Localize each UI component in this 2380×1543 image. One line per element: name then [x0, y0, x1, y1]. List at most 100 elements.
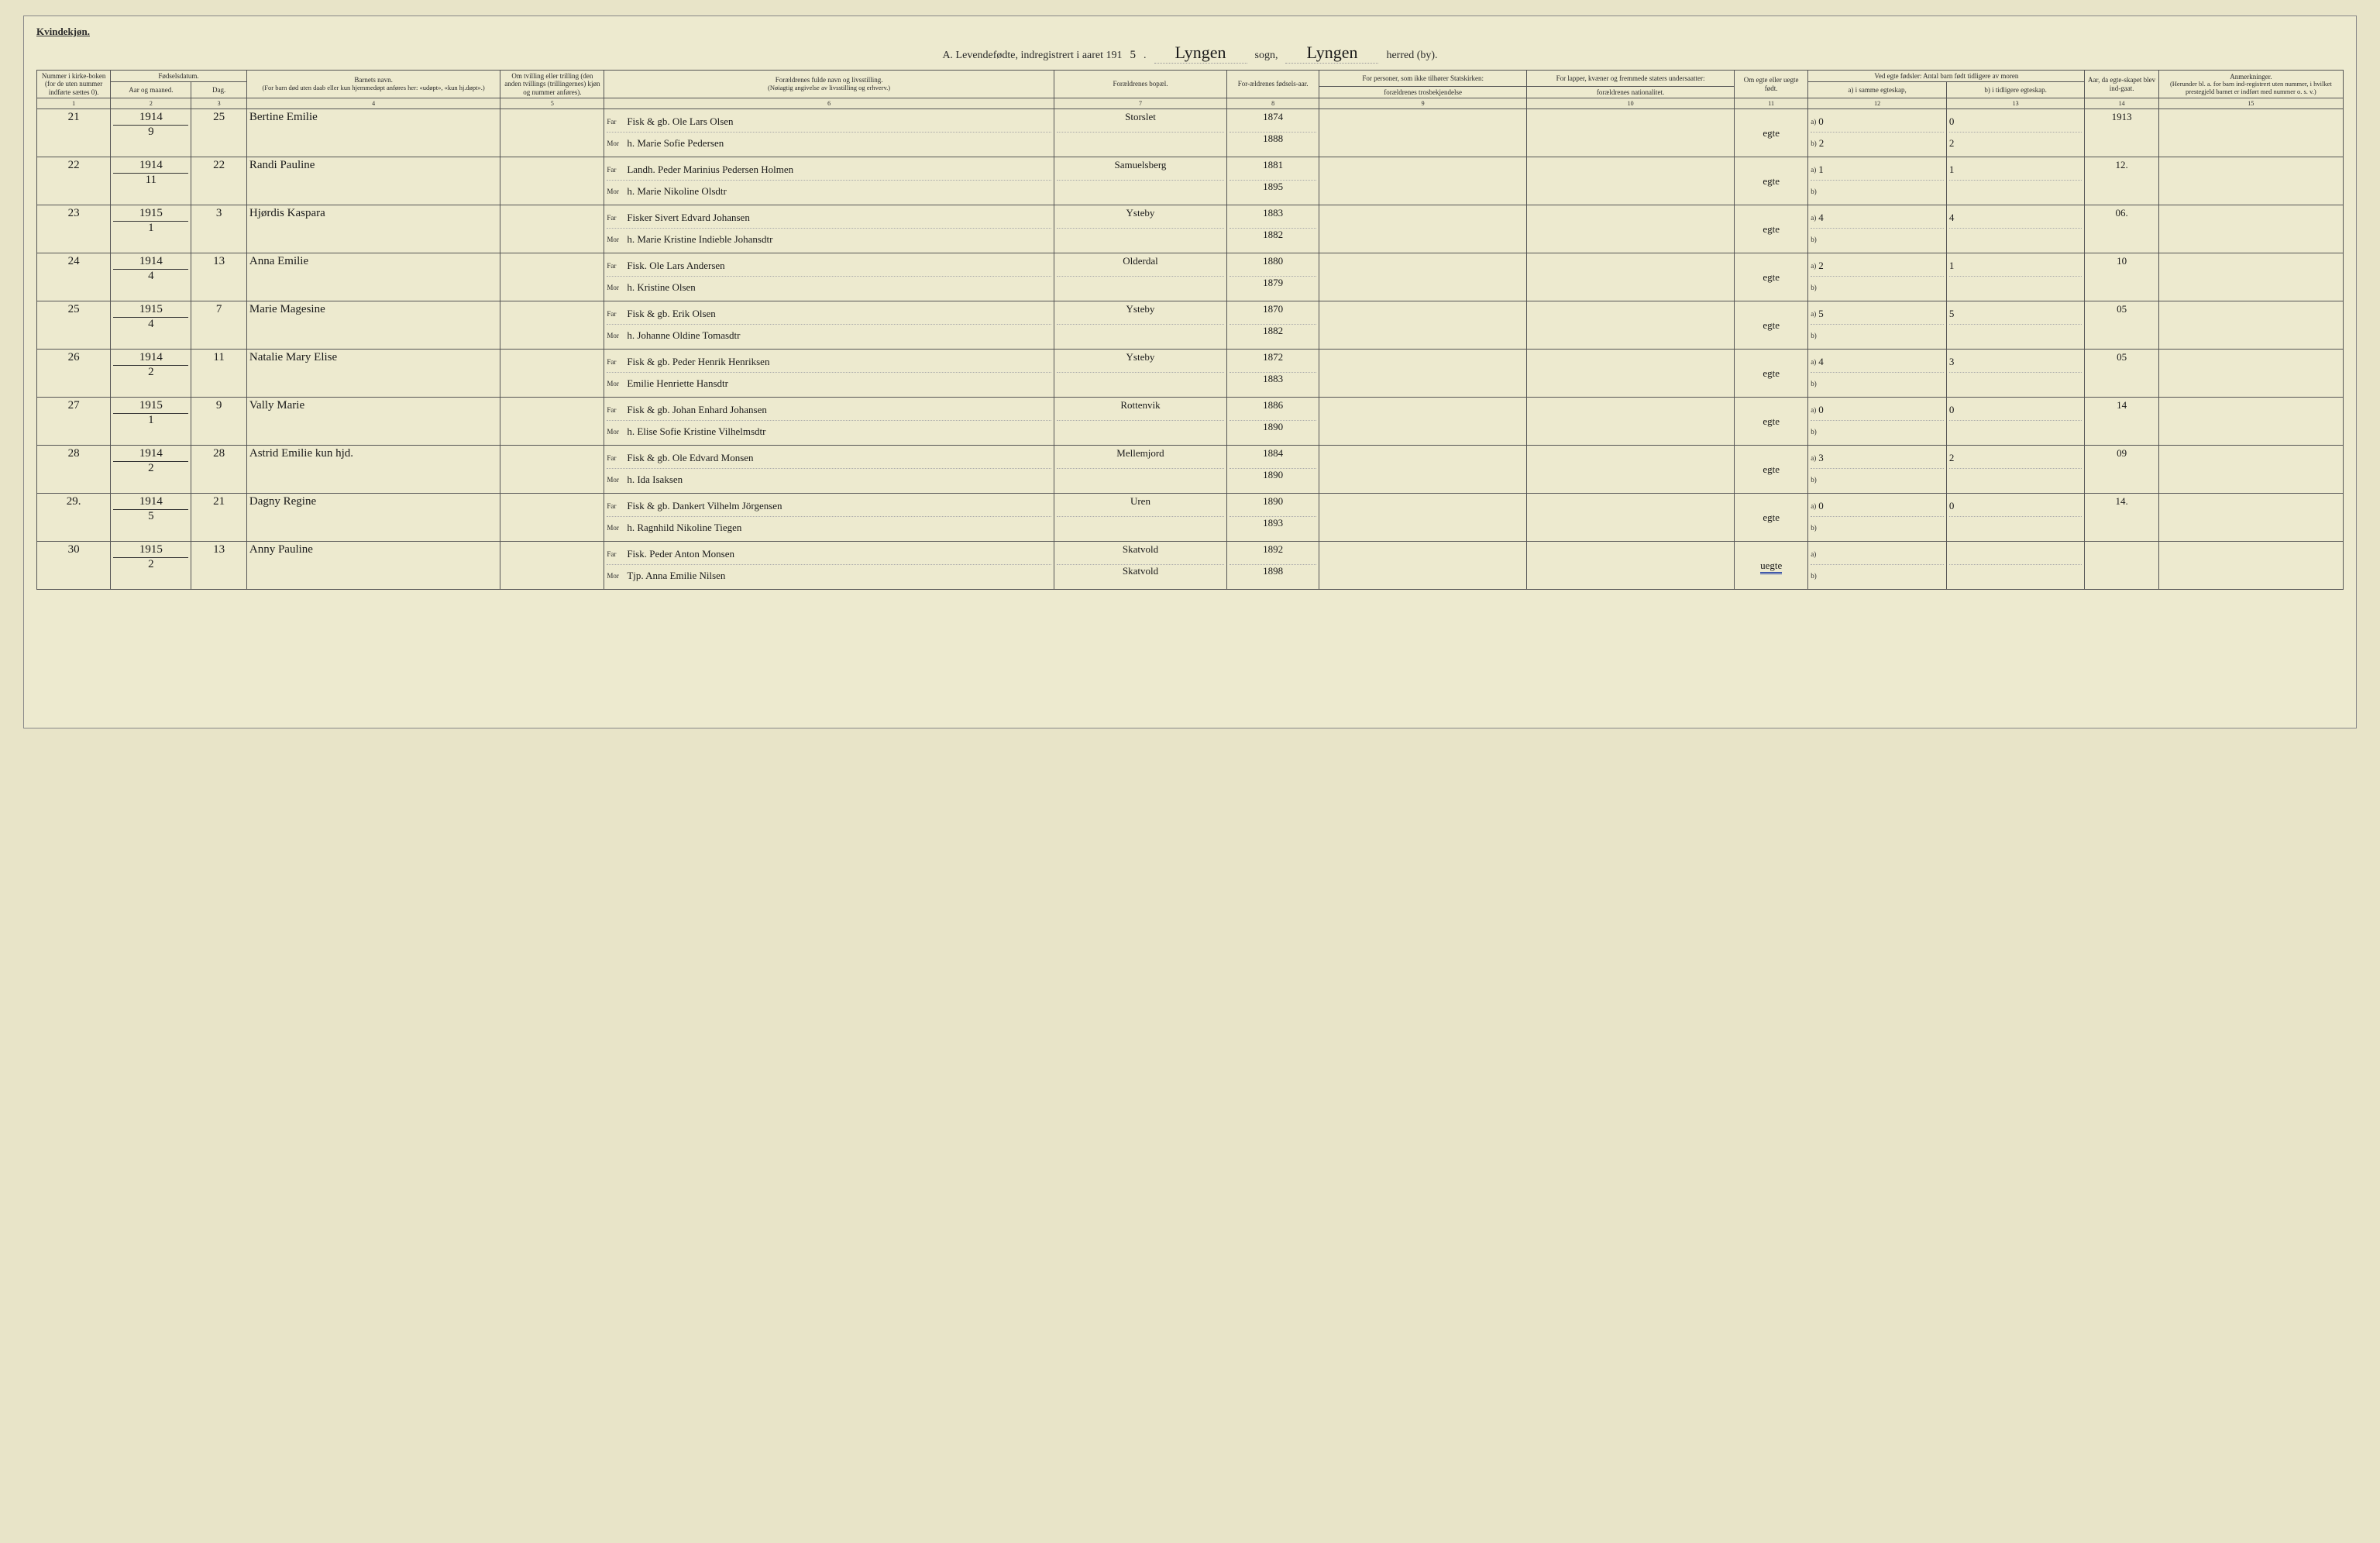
residence-far: Ysteby: [1057, 351, 1224, 373]
a-same: 2: [1818, 260, 1824, 272]
a-lev: 0: [1949, 500, 1955, 512]
mor-label: Mor: [607, 139, 624, 147]
b-label: b): [1811, 428, 1817, 436]
birth-day: 28: [191, 446, 246, 494]
twin-cell: [500, 253, 604, 301]
residence-cell: Mellemjord: [1054, 446, 1226, 494]
a-same: 4: [1818, 212, 1824, 224]
father-year: 1886: [1230, 399, 1316, 421]
mother-text: h. Johanne Oldine Tomasdtr: [627, 329, 740, 342]
mother-text: Emilie Henriette Hansdtr: [627, 377, 728, 390]
father-year: 1880: [1230, 255, 1316, 277]
father-year: 1890: [1230, 495, 1316, 517]
anm-cell: [2158, 350, 2343, 398]
child-name: Vally Marie: [246, 398, 500, 446]
a-lev: 5: [1949, 308, 1955, 320]
col-nationalitet: forældrenes nationalitet.: [1527, 86, 1735, 98]
parents-cell: FarFisk & gb. Ole Lars Olsen Morh. Marie…: [604, 109, 1054, 157]
birth-year-month: 1914 11: [111, 157, 191, 205]
parent-years: 1884 1890: [1227, 446, 1319, 494]
a-same: 0: [1818, 404, 1824, 416]
egte-value: egte: [1763, 127, 1780, 139]
mother-year: 1882: [1230, 325, 1316, 346]
residence-cell: Ysteby: [1054, 350, 1226, 398]
mother-year: 1879: [1230, 277, 1316, 298]
mother-year: 1883: [1230, 373, 1316, 394]
birth-day: 13: [191, 253, 246, 301]
a-cell: a)1 b): [1808, 157, 1947, 205]
child-name: Bertine Emilie: [246, 109, 500, 157]
trosbek-cell: [1319, 157, 1527, 205]
a-cell: a) b): [1808, 542, 1947, 590]
a-same: 0: [1818, 115, 1824, 128]
mor-label: Mor: [607, 236, 624, 243]
twin-cell: [500, 542, 604, 590]
twin-cell: [500, 205, 604, 253]
residence-cell: Skatvold Skatvold: [1054, 542, 1226, 590]
a-same: 5: [1818, 308, 1824, 320]
father-year: 1874: [1230, 111, 1316, 133]
father-text: Fisk. Ole Lars Andersen: [627, 260, 724, 272]
residence-mor: Skatvold: [1057, 565, 1224, 587]
mother-year: 1890: [1230, 469, 1316, 491]
residence-cell: Ysteby: [1054, 301, 1226, 350]
child-name: Dagny Regine: [246, 494, 500, 542]
father-year: 1870: [1230, 303, 1316, 325]
col-lapper: For lapper, kvæner og fremmede staters u…: [1527, 71, 1735, 87]
colnum: 15: [2158, 98, 2343, 109]
egte-cell: uegte: [1735, 542, 1808, 590]
b-label: b): [1811, 524, 1817, 532]
register-row: 26 1914 2 11 Natalie Mary Elise FarFisk …: [37, 350, 2344, 398]
nationalitet-cell: [1527, 542, 1735, 590]
sogn-value: Lyngen: [1154, 43, 1247, 64]
parent-years: 1881 1895: [1227, 157, 1319, 205]
mother-text: Tjp. Anna Emilie Nilsen: [627, 570, 725, 582]
egte-cell: egte: [1735, 109, 1808, 157]
a-cell: a)5 b): [1808, 301, 1947, 350]
a-cell: a)4 b): [1808, 350, 1947, 398]
birth-day: 13: [191, 542, 246, 590]
colnum: 13: [1946, 98, 2085, 109]
father-year: 1892: [1230, 543, 1316, 565]
gender-label: Kvindekjøn.: [36, 26, 2344, 38]
far-label: Far: [607, 214, 624, 222]
a-label: a): [1811, 550, 1816, 558]
herred-value: Lyngen: [1285, 43, 1378, 64]
far-label: Far: [607, 262, 624, 270]
a-label: a): [1811, 310, 1816, 318]
row-number: 28: [37, 446, 111, 494]
col-parents-sub: (Nøiagtig angivelse av livsstilling og e…: [607, 84, 1051, 92]
anm-cell: [2158, 446, 2343, 494]
col-num: Nummer i kirke-boken (for de uten nummer…: [37, 71, 111, 98]
marriage-year: 12.: [2085, 157, 2158, 205]
birth-year-month: 1914 2: [111, 350, 191, 398]
mother-text: h. Ragnhild Nikoline Tiegen: [627, 522, 741, 534]
father-text: Fisk. Peder Anton Monsen: [627, 548, 734, 560]
herred-label: herred (by).: [1386, 50, 1437, 62]
b-label: b): [1811, 332, 1817, 339]
residence-far: Skatvold: [1057, 543, 1224, 565]
mor-label: Mor: [607, 380, 624, 387]
far-label: Far: [607, 118, 624, 126]
trosbek-cell: [1319, 494, 1527, 542]
trosbek-cell: [1319, 205, 1527, 253]
colnum: 9: [1319, 98, 1527, 109]
birth-day: 25: [191, 109, 246, 157]
egte-value: egte: [1763, 175, 1780, 187]
a-same: 1: [1818, 164, 1824, 176]
parent-years: 1886 1890: [1227, 398, 1319, 446]
birth-year-month: 1915 4: [111, 301, 191, 350]
row-number: 27: [37, 398, 111, 446]
egte-cell: egte: [1735, 301, 1808, 350]
far-label: Far: [607, 454, 624, 462]
father-text: Landh. Peder Marinius Pedersen Holmen: [627, 164, 793, 176]
child-name: Hjørdis Kaspara: [246, 205, 500, 253]
father-year: 1881: [1230, 159, 1316, 181]
nationalitet-cell: [1527, 205, 1735, 253]
egte-cell: egte: [1735, 494, 1808, 542]
far-label: Far: [607, 166, 624, 174]
birth-year-month: 1915 2: [111, 542, 191, 590]
residence-far: Rottenvik: [1057, 399, 1224, 421]
twin-cell: [500, 109, 604, 157]
colnum: 7: [1054, 98, 1226, 109]
